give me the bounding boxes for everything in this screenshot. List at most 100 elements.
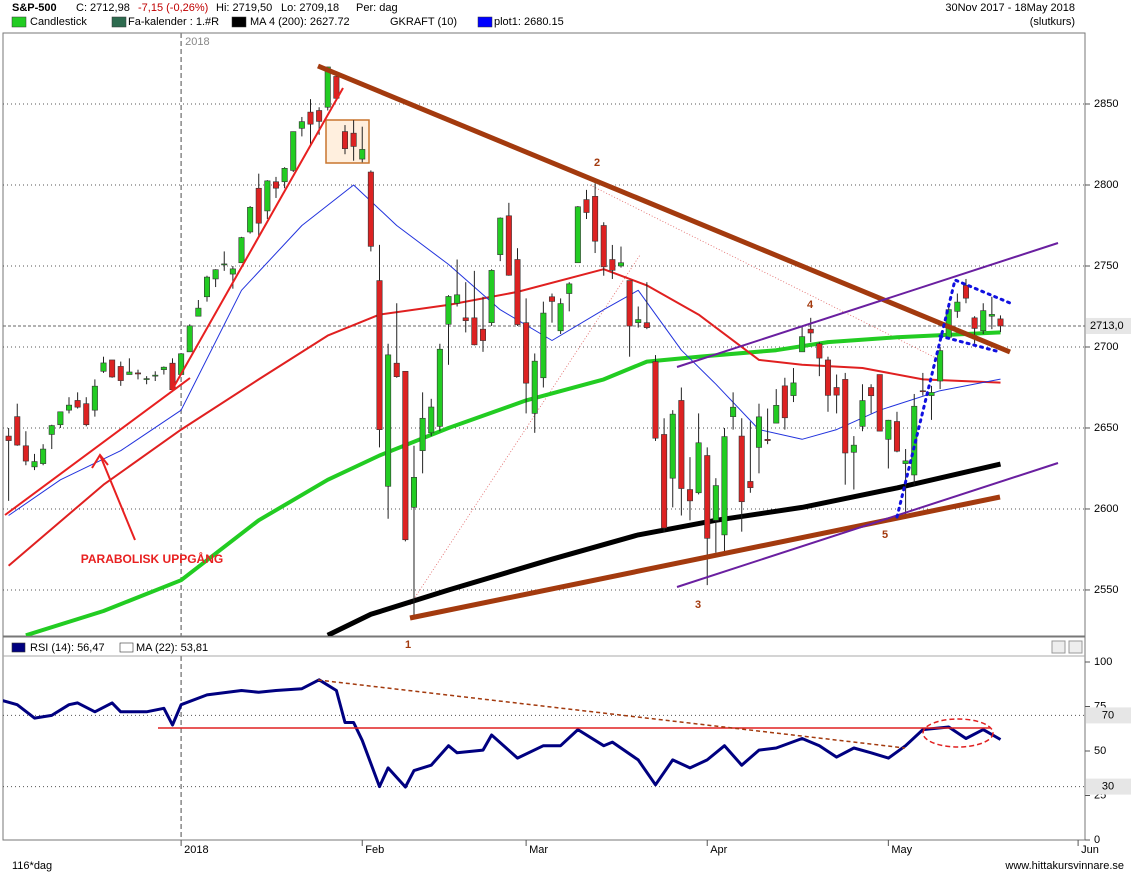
candle-body: [497, 217, 504, 255]
legend-label[interactable]: MA (22): 53,81: [136, 642, 208, 654]
annotation: PARABOLISK UPPGÅNG: [81, 551, 223, 566]
candle-body: [816, 343, 823, 359]
candle-body: [74, 400, 81, 408]
candle-body: [712, 485, 719, 521]
bar-count: 116*dag: [12, 860, 52, 872]
candle-body: [367, 171, 374, 247]
support-line: [409, 494, 1001, 621]
candle-body: [350, 132, 357, 147]
candle-body: [868, 387, 875, 397]
annotation: 4: [807, 299, 814, 311]
candle-body: [669, 413, 676, 479]
candle-body: [307, 111, 314, 125]
ma-line: [7, 268, 1001, 567]
candle-body: [454, 294, 461, 304]
date-range: 30Nov 2017 - 18May 2018: [945, 2, 1075, 14]
tool-icon[interactable]: [1051, 640, 1066, 654]
candle-body: [428, 406, 435, 434]
candle-body: [238, 237, 245, 264]
candle-body: [548, 296, 555, 302]
candle-body: [195, 307, 202, 317]
candle-body: [747, 481, 754, 488]
close-icon[interactable]: [1068, 640, 1083, 654]
candle-body: [83, 403, 90, 426]
candle-body: [730, 406, 737, 417]
channel-line: [676, 462, 1059, 588]
legend-swatch: [231, 16, 247, 28]
candle-body: [247, 206, 254, 233]
candle-body: [937, 350, 944, 382]
level-box: [1086, 707, 1131, 724]
parabolic-line: [171, 87, 344, 391]
candle-body: [643, 322, 650, 328]
candle-body: [704, 455, 711, 539]
candle-body: [919, 390, 926, 393]
wedge-line: [938, 334, 1002, 354]
legend-label[interactable]: Candlestick: [30, 16, 87, 28]
y-tick-label: 0: [1094, 834, 1100, 846]
candle-body: [5, 435, 12, 441]
legend-swatch: [119, 642, 134, 653]
candle-body: [436, 348, 443, 427]
legend-label[interactable]: MA 4 (200): 2627.72: [250, 16, 350, 28]
candle-body: [212, 269, 219, 280]
annotation: 3: [695, 599, 701, 611]
candle-body: [419, 417, 426, 451]
legend-label[interactable]: Fa-kalender : 1.#R: [128, 16, 219, 28]
candle-body: [626, 280, 633, 327]
arrow-head: [91, 453, 109, 469]
annotation: 5: [882, 529, 888, 541]
candle-body: [764, 439, 771, 441]
x-tick-label: Mar: [529, 844, 548, 856]
ma-line: [326, 461, 1002, 636]
wedge-line: [895, 277, 1012, 519]
candle-body: [109, 359, 116, 378]
candle-body: [341, 131, 348, 149]
x-tick-label: Jun: [1081, 844, 1099, 856]
candle-body: [531, 360, 538, 414]
candle-body: [203, 276, 210, 298]
candle-body: [229, 268, 236, 275]
candle-body: [514, 259, 521, 325]
thin-trend: [589, 184, 941, 361]
candle-body: [686, 489, 693, 502]
candle-body: [57, 411, 64, 426]
site: www.hittakursvinnare.se: [1004, 860, 1124, 872]
candle-body: [954, 301, 961, 312]
candle-body: [592, 196, 599, 242]
price-background: [3, 33, 1085, 636]
high-text: Hi: 2719,50: [216, 2, 272, 14]
level-label: 70: [1102, 709, 1114, 721]
candle-body: [14, 416, 21, 446]
candle-body: [324, 66, 331, 108]
candle-body: [980, 310, 987, 332]
candle-body: [402, 370, 409, 541]
candle-body: [574, 206, 581, 264]
change-text: -7,15 (-0,26%): [138, 2, 208, 14]
candle-body: [488, 270, 495, 323]
candle-body: [281, 168, 288, 183]
candle-body: [471, 317, 478, 346]
candle-body: [523, 322, 530, 384]
candle-body: [298, 121, 305, 129]
legend-label[interactable]: RSI (14): 56,47: [30, 642, 105, 654]
candle-body: [566, 283, 573, 294]
candle-body: [721, 436, 728, 536]
candle-body: [91, 385, 98, 411]
candle-body: [100, 362, 107, 372]
legend-label[interactable]: plot1: 2680.15: [494, 16, 564, 28]
symbol: S&P-500: [12, 2, 57, 14]
candle-body: [385, 354, 392, 487]
price-box: [1086, 317, 1131, 334]
candle-body: [143, 378, 150, 380]
price-label: 2713,0: [1090, 320, 1124, 332]
low-text: Lo: 2709,18: [281, 2, 339, 14]
y-tick-label: 50: [1094, 745, 1106, 757]
thin-trend: [409, 254, 641, 606]
legend-label[interactable]: GKRAFT (10): [390, 16, 457, 28]
period-text: Per: dag: [356, 2, 398, 14]
price-type: (slutkurs): [1030, 16, 1075, 28]
candle-body: [609, 259, 616, 271]
x-tick-label: 2018: [184, 844, 208, 856]
channel-line: [676, 242, 1059, 368]
